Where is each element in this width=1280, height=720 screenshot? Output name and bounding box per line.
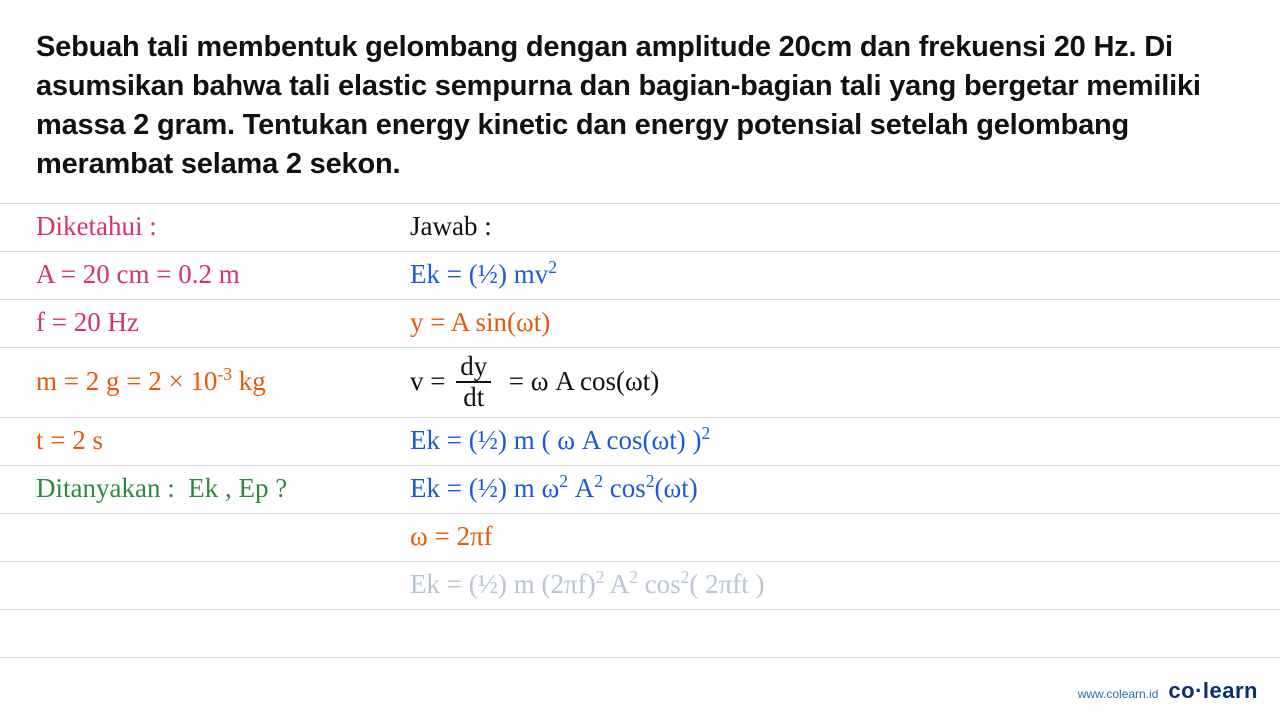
given-mass: m = 2 g = 2 × 10-3 kg [36, 347, 406, 417]
asked-value: Ek , Ep ? [188, 475, 287, 502]
given-time: t = 2 s [36, 417, 406, 465]
asked-label: Ditanyakan : [36, 475, 175, 502]
notebook-area: Diketahui : A = 20 cm = 0.2 m f = 20 Hz … [36, 203, 1244, 609]
solution-column: Jawab : Ek = (½) mv2 y = A sin(ωt) v = d… [406, 203, 1244, 609]
problem-statement: Sebuah tali membentuk gelombang dengan a… [36, 28, 1244, 185]
eq-ek-expanded: Ek = (½) m ω2 A2 cos2(ωt) [410, 465, 1244, 513]
asked-line: Ditanyakan : Ek , Ep ? [36, 465, 406, 513]
eq-v-den: dt [459, 383, 488, 411]
eq-ek-def: Ek = (½) mv2 [410, 251, 1244, 299]
eq-v-fraction: dy dt [456, 352, 491, 411]
given-frequency: f = 20 Hz [36, 299, 406, 347]
eq-ek-sub: Ek = (½) m ( ω A cos(ωt) )2 [410, 417, 1244, 465]
eq-v-num: dy [456, 352, 491, 382]
eq-ek-final: Ek = (½) m (2πf)2 A2 cos2( 2πft ) [410, 561, 1244, 609]
eq-y: y = A sin(ωt) [410, 299, 1244, 347]
eq-v-rhs: = ω A cos(ωt) [509, 368, 660, 395]
given-amplitude: A = 20 cm = 0.2 m [36, 251, 406, 299]
solution-heading: Jawab : [410, 203, 1244, 251]
two-column-layout: Diketahui : A = 20 cm = 0.2 m f = 20 Hz … [36, 203, 1244, 609]
eq-v: v = dy dt = ω A cos(ωt) [410, 347, 1244, 417]
eq-omega: ω = 2πf [410, 513, 1244, 561]
worksheet-page: Sebuah tali membentuk gelombang dengan a… [0, 0, 1280, 720]
eq-v-lhs: v = [410, 368, 445, 395]
given-heading: Diketahui : [36, 203, 406, 251]
footer: www.colearn.id co·learn [1078, 678, 1258, 704]
footer-url: www.colearn.id [1078, 687, 1159, 701]
given-column: Diketahui : A = 20 cm = 0.2 m f = 20 Hz … [36, 203, 406, 609]
footer-brand: co·learn [1168, 678, 1258, 704]
